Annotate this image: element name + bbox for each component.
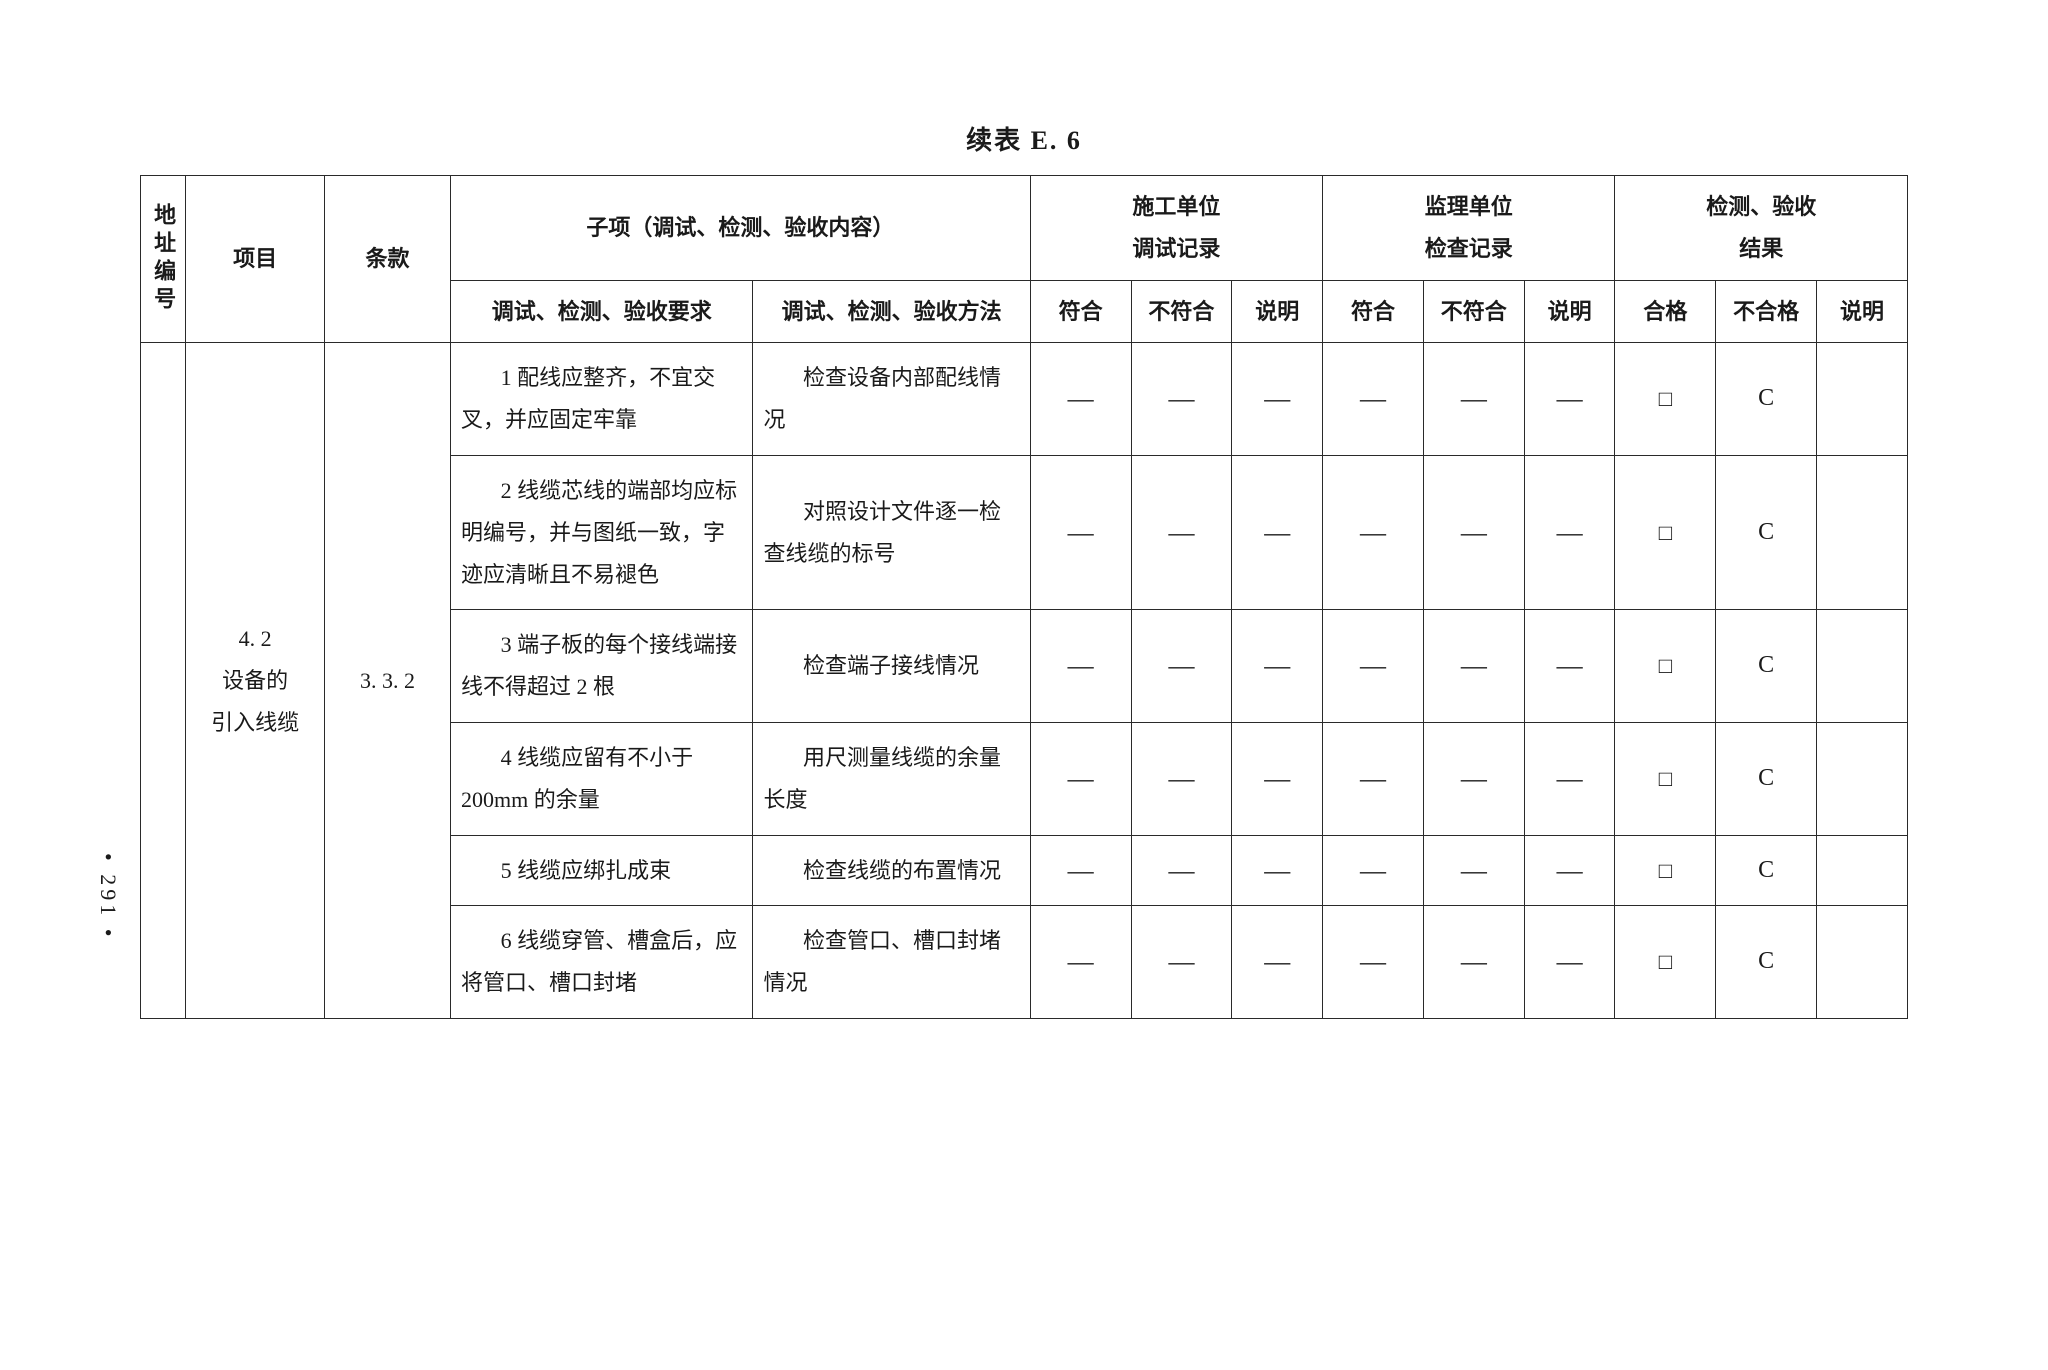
value-cell: —: [1232, 722, 1323, 835]
hdr-nonconform-2: 不符合: [1423, 280, 1524, 343]
hdr-desc-1: 说明: [1232, 280, 1323, 343]
hdr-method: 调试、检测、验收方法: [753, 280, 1030, 343]
value-cell: □: [1615, 835, 1716, 906]
value-cell: [1817, 835, 1908, 906]
inspection-table: 地址编号 项目 条款 子项（调试、检测、验收内容） 施工单位 调试记录 监理单位…: [140, 175, 1908, 1019]
value-cell: —: [1131, 610, 1232, 723]
value-cell: —: [1131, 906, 1232, 1019]
requirement-cell: 4 线缆应留有不小于 200mm 的余量: [451, 722, 753, 835]
value-cell: [1817, 610, 1908, 723]
clause-cell: 3. 3. 2: [324, 343, 450, 1019]
table-header: 地址编号 项目 条款 子项（调试、检测、验收内容） 施工单位 调试记录 监理单位…: [141, 176, 1908, 343]
value-cell: —: [1524, 906, 1615, 1019]
page-container: 续表 E. 6 地址编号 项目 条款 子项（调试、检测、验收内容） 施工单位 调…: [0, 0, 2048, 1019]
requirement-cell: 5 线缆应绑扎成束: [451, 835, 753, 906]
hdr-addr: 地址编号: [141, 176, 186, 343]
value-cell: —: [1030, 610, 1131, 723]
hdr-construction: 施工单位 调试记录: [1030, 176, 1322, 281]
value-cell: C: [1716, 455, 1817, 609]
method-cell: 用尺测量线缆的余量长度: [753, 722, 1030, 835]
table-row: 4. 2 设备的 引入线缆3. 3. 21 配线应整齐，不宜交叉，并应固定牢靠检…: [141, 343, 1908, 456]
value-cell: —: [1423, 343, 1524, 456]
requirement-cell: 6 线缆穿管、槽盒后，应将管口、槽口封堵: [451, 906, 753, 1019]
requirement-cell: 2 线缆芯线的端部均应标明编号，并与图纸一致，字迹应清晰且不易褪色: [451, 455, 753, 609]
value-cell: —: [1131, 343, 1232, 456]
value-cell: —: [1232, 906, 1323, 1019]
value-cell: —: [1323, 722, 1424, 835]
hdr-clause: 条款: [324, 176, 450, 343]
value-cell: —: [1030, 835, 1131, 906]
value-cell: □: [1615, 906, 1716, 1019]
value-cell: [1817, 343, 1908, 456]
hdr-project: 项目: [186, 176, 325, 343]
value-cell: —: [1232, 835, 1323, 906]
hdr-nonconform-1: 不符合: [1131, 280, 1232, 343]
value-cell: □: [1615, 343, 1716, 456]
value-cell: —: [1323, 455, 1424, 609]
addr-cell: [141, 343, 186, 1019]
method-cell: 检查端子接线情况: [753, 610, 1030, 723]
value-cell: [1817, 906, 1908, 1019]
method-cell: 对照设计文件逐一检查线缆的标号: [753, 455, 1030, 609]
value-cell: —: [1323, 343, 1424, 456]
value-cell: —: [1423, 722, 1524, 835]
value-cell: —: [1524, 455, 1615, 609]
value-cell: —: [1030, 343, 1131, 456]
value-cell: —: [1232, 343, 1323, 456]
value-cell: —: [1524, 722, 1615, 835]
method-cell: 检查线缆的布置情况: [753, 835, 1030, 906]
value-cell: □: [1615, 455, 1716, 609]
method-cell: 检查管口、槽口封堵情况: [753, 906, 1030, 1019]
value-cell: —: [1423, 610, 1524, 723]
hdr-conform-2: 符合: [1323, 280, 1424, 343]
value-cell: —: [1030, 455, 1131, 609]
value-cell: [1817, 722, 1908, 835]
value-cell: —: [1131, 455, 1232, 609]
value-cell: □: [1615, 610, 1716, 723]
hdr-result: 检测、验收 结果: [1615, 176, 1908, 281]
value-cell: —: [1323, 610, 1424, 723]
hdr-pass: 合格: [1615, 280, 1716, 343]
value-cell: —: [1323, 835, 1424, 906]
value-cell: —: [1131, 722, 1232, 835]
value-cell: —: [1524, 610, 1615, 723]
hdr-conform-1: 符合: [1030, 280, 1131, 343]
value-cell: —: [1030, 906, 1131, 1019]
value-cell: —: [1423, 835, 1524, 906]
hdr-subitem: 子项（调试、检测、验收内容）: [451, 176, 1031, 281]
table-body: 4. 2 设备的 引入线缆3. 3. 21 配线应整齐，不宜交叉，并应固定牢靠检…: [141, 343, 1908, 1019]
hdr-req: 调试、检测、验收要求: [451, 280, 753, 343]
value-cell: C: [1716, 835, 1817, 906]
value-cell: —: [1232, 455, 1323, 609]
method-cell: 检查设备内部配线情况: [753, 343, 1030, 456]
value-cell: —: [1131, 835, 1232, 906]
hdr-fail: 不合格: [1716, 280, 1817, 343]
requirement-cell: 3 端子板的每个接线端接线不得超过 2 根: [451, 610, 753, 723]
value-cell: C: [1716, 610, 1817, 723]
value-cell: C: [1716, 722, 1817, 835]
value-cell: —: [1524, 343, 1615, 456]
table-title: 续表 E. 6: [140, 120, 1908, 157]
hdr-supervision: 监理单位 检查记录: [1323, 176, 1615, 281]
hdr-desc-2: 说明: [1524, 280, 1615, 343]
value-cell: —: [1323, 906, 1424, 1019]
requirement-cell: 1 配线应整齐，不宜交叉，并应固定牢靠: [451, 343, 753, 456]
value-cell: □: [1615, 722, 1716, 835]
value-cell: [1817, 455, 1908, 609]
project-cell: 4. 2 设备的 引入线缆: [186, 343, 325, 1019]
value-cell: C: [1716, 906, 1817, 1019]
value-cell: C: [1716, 343, 1817, 456]
value-cell: —: [1030, 722, 1131, 835]
hdr-desc-3: 说明: [1817, 280, 1908, 343]
value-cell: —: [1423, 906, 1524, 1019]
page-number: • 291 •: [95, 853, 121, 940]
value-cell: —: [1423, 455, 1524, 609]
value-cell: —: [1232, 610, 1323, 723]
value-cell: —: [1524, 835, 1615, 906]
